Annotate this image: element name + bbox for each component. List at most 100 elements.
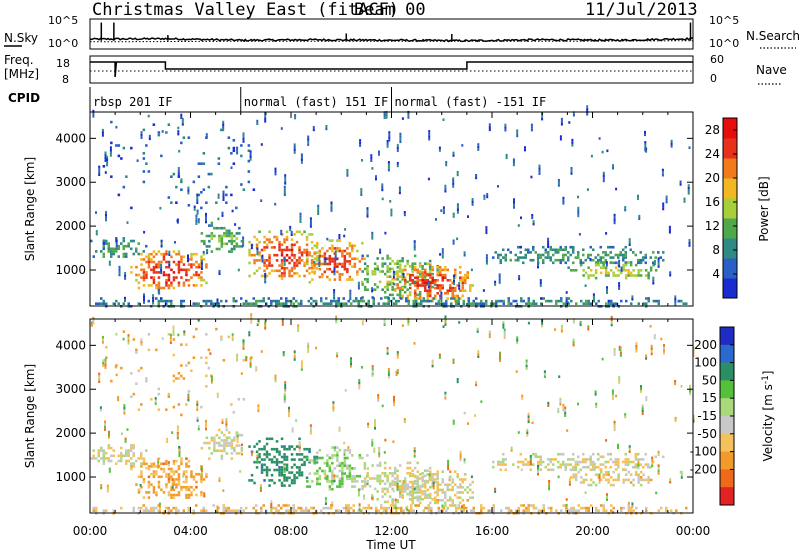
echo-cell-E <box>351 477 354 481</box>
echo-cell-D <box>283 240 286 244</box>
noise-cell <box>297 329 300 333</box>
echo-cell-C <box>210 234 214 238</box>
velocity-colorbar-tick-label-6: -100 <box>690 445 717 459</box>
noise-cell <box>187 191 190 195</box>
echo-cell-H <box>614 463 617 466</box>
noise-cell <box>290 230 293 234</box>
echo-cell-E <box>313 262 317 266</box>
echo-cell-H <box>539 458 542 461</box>
noise-cell <box>216 298 219 302</box>
echo-cell-B <box>197 265 201 269</box>
echo-cell-H <box>552 253 555 257</box>
echo-cell-D <box>280 251 284 254</box>
echo-cell-J <box>560 299 563 303</box>
noise-cell <box>530 123 533 127</box>
noise-cell <box>106 161 109 164</box>
echo-cell-B <box>185 470 188 473</box>
noise-cell <box>108 470 111 473</box>
echo-cell-H <box>579 261 582 265</box>
noise-cell <box>104 420 106 424</box>
echo-cell-G <box>459 491 462 494</box>
echo-cell-B <box>152 491 156 494</box>
noise-cell <box>104 425 106 429</box>
echo-cell-J <box>490 302 493 305</box>
noise-cell <box>431 359 434 363</box>
echo-cell-D <box>268 238 271 241</box>
noise-cell <box>154 397 157 400</box>
echo-cell-H <box>522 256 525 259</box>
echo-cell-J <box>262 504 265 507</box>
echo-cell-D <box>260 468 264 472</box>
echo-cell-H <box>587 458 590 461</box>
noise-cell <box>205 218 207 221</box>
echo-cell-F <box>386 270 389 273</box>
echo-cell-E <box>343 260 347 263</box>
noise-cell <box>283 260 286 264</box>
echo-cell-G <box>411 496 414 499</box>
echo-cell-F <box>361 254 364 258</box>
echo-cell-J <box>252 297 255 300</box>
echo-cell-H <box>547 251 550 254</box>
echo-cell-K <box>122 146 126 150</box>
echo-cell-H <box>589 458 592 461</box>
echo-cell-B <box>172 286 176 290</box>
echo-cell-I <box>612 478 615 482</box>
echo-cell-K <box>195 327 198 331</box>
power-colorbar-swatch-7 <box>723 138 737 159</box>
echo-cell-G <box>404 486 407 489</box>
noise-cell <box>92 322 95 325</box>
echo-cell-J <box>450 302 453 305</box>
echo-cell-K <box>207 348 211 352</box>
echo-cell-J <box>205 509 208 512</box>
echo-cell-C <box>220 454 224 458</box>
noise-cell <box>264 272 267 276</box>
echo-cell-D <box>253 481 256 485</box>
echo-cell-D <box>260 274 264 278</box>
noise-cell <box>104 423 106 426</box>
echo-cell-D <box>265 453 269 456</box>
echo-cell-D <box>255 259 259 262</box>
x-tick-label-4: 16:00 <box>475 524 510 538</box>
noise-cell <box>688 239 691 242</box>
echo-cell-D <box>303 455 306 459</box>
echo-cell-D <box>283 238 286 241</box>
noise-cell <box>456 208 459 212</box>
echo-cell-E <box>333 247 337 250</box>
echo-cell-J <box>480 509 483 512</box>
echo-cell-F <box>391 474 394 478</box>
noise-cell <box>242 137 245 141</box>
echo-cell-K <box>140 366 143 370</box>
noise-cell <box>140 133 143 137</box>
noise-cell <box>674 416 677 420</box>
noise-cell <box>393 398 395 401</box>
echo-cell-A <box>90 239 93 243</box>
echo-cell-F <box>386 487 389 491</box>
echo-cell-F <box>388 466 392 470</box>
echo-cell-C <box>208 239 211 243</box>
echo-cell-H <box>614 458 617 461</box>
echo-cell-K <box>197 175 201 178</box>
echo-cell-F <box>418 291 422 294</box>
echo-cell-E <box>363 467 367 470</box>
echo-cell-D <box>273 468 276 472</box>
echo-cell-J <box>150 506 153 510</box>
echo-cell-B <box>185 488 188 492</box>
echo-cell-J <box>485 299 488 303</box>
noise-cell <box>657 464 660 467</box>
noise-cell <box>284 174 287 177</box>
echo-cell-I <box>592 468 595 471</box>
noise-cell <box>300 158 303 162</box>
echo-cell-F <box>396 272 399 276</box>
echo-cell-E <box>323 270 327 274</box>
echo-cell-J <box>665 509 668 512</box>
noise-cell <box>377 394 380 397</box>
noise-cell <box>176 425 179 429</box>
echo-cell-E <box>338 249 342 253</box>
echo-cell-D <box>263 246 266 249</box>
echo-cell-F <box>436 482 439 485</box>
echo-cell-C <box>213 436 216 440</box>
noise-cell <box>106 163 109 167</box>
echo-cell-J <box>262 299 265 303</box>
echo-cell-F <box>388 495 392 498</box>
echo-cell-K <box>247 149 251 152</box>
